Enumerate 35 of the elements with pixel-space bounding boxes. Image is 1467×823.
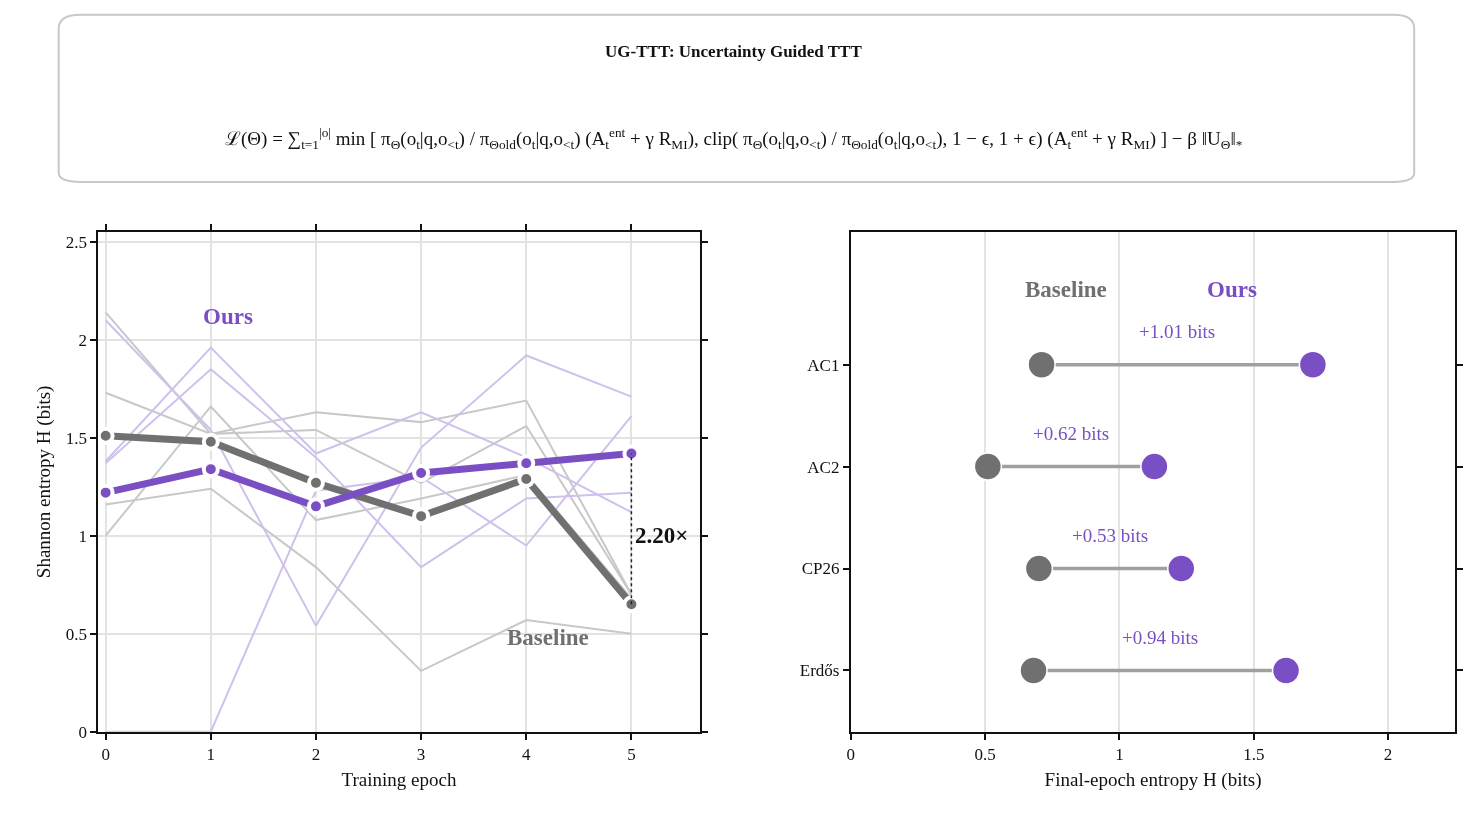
annotation: +1.01 bits [1139, 321, 1216, 342]
y-tick-label: AC2 [807, 457, 840, 477]
y-tick-label: 0.5 [65, 624, 87, 644]
x-tick-label: 0.5 [974, 745, 996, 765]
x-tick-label: 1 [206, 745, 216, 765]
text: UG-TTT: Uncertainty Guided TTT [605, 42, 863, 61]
x-tick-label: 1.5 [1243, 745, 1265, 765]
y-tick-label: AC1 [807, 355, 840, 375]
x-tick-label: 0 [101, 745, 110, 765]
y-tick-label: 0 [78, 722, 87, 742]
x-tick-label: 2 [1383, 745, 1393, 765]
annotation: +0.53 bits [1072, 525, 1149, 546]
text: Ours [203, 304, 253, 329]
series-label: Baseline [507, 625, 589, 650]
y-tick-label: Erdős [799, 661, 840, 681]
x-tick-label: 1 [1115, 745, 1124, 765]
text: Baseline [1025, 277, 1107, 302]
y-tick-label: 2.5 [65, 232, 87, 252]
x-tick-label: 5 [627, 745, 636, 765]
y-axis-title: Shannon entropy H (bits) [32, 385, 55, 579]
text: Ours [1207, 277, 1257, 302]
x-axis-title: Final-epoch entropy H (bits) [1044, 769, 1262, 792]
text: ℒ(Θ) = ∑$_{t=1}$$^{|o|}$ min [ π$_{Θ}$(o$_{t}$|q,o$_{<t}$) / π$_{Θold}$(o$_{t}$|q,o$_{<t}$) (A$_{t}$$^{ent}$ + γ R$_{MI}$), clip( π$_{Θ}$(o$_{t}$|q,o$_{<t}$) / π$_{Θold}$(o$_{t}$|q,o$_{<t}$), 1 − ϵ, 1 + ϵ) (A$_{t}$$^{ent}$ + γ R$_{MI}$) ] − β ‖U$_{Θ}$‖$_{*}$ [225, 125, 1243, 152]
annotation: +0.94 bits [1122, 627, 1199, 648]
x-tick-label: 2 [311, 745, 321, 765]
annotation: +0.62 bits [1033, 423, 1110, 444]
x-axis-title: Training epoch [341, 769, 457, 791]
y-tick-label: 1 [78, 526, 87, 546]
annotation: 2.20× [635, 523, 689, 548]
x-tick-label: 3 [416, 745, 426, 765]
y-tick-label: CP26 [801, 559, 840, 579]
y-tick-label: 1.5 [65, 428, 87, 448]
x-tick-label: 4 [522, 745, 532, 765]
x-tick-label: 0 [846, 745, 856, 765]
y-tick-label: 2 [78, 330, 87, 350]
